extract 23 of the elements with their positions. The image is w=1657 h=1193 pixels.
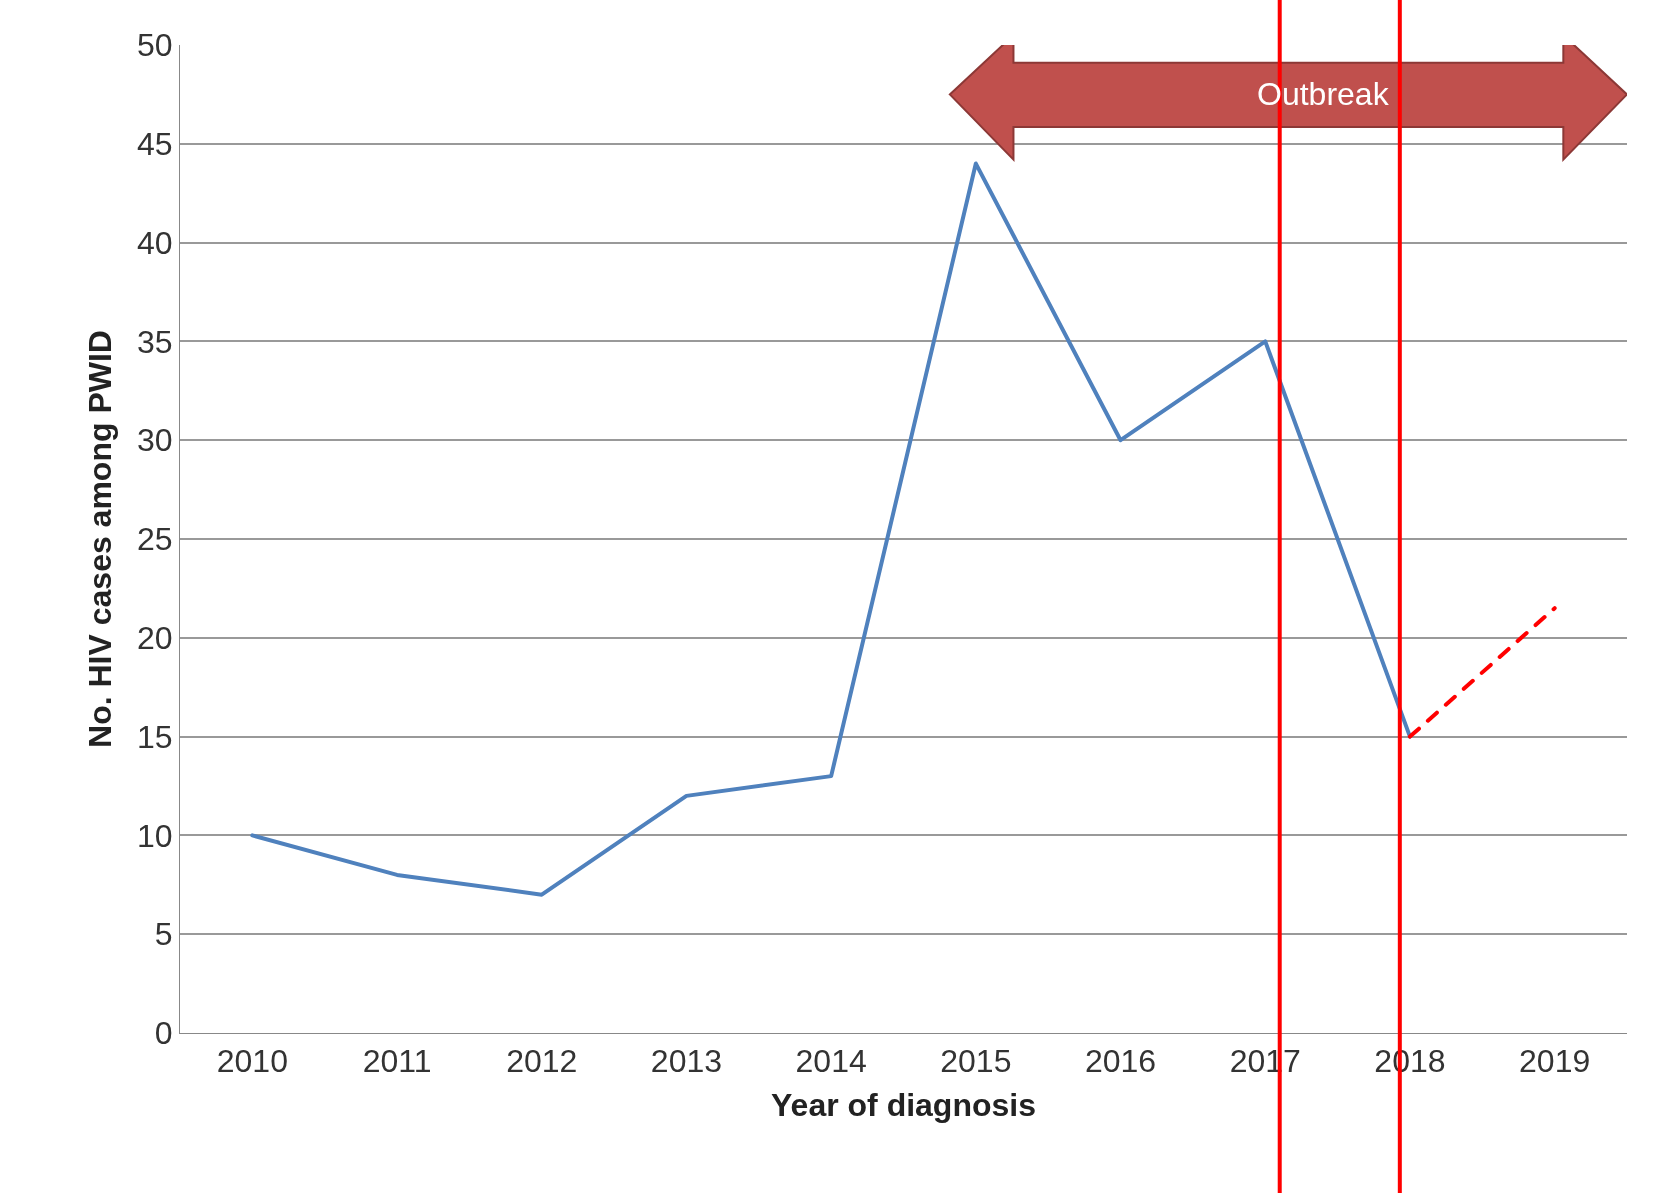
x-tick-label: 2013 xyxy=(650,1043,723,1080)
y-tick-label: 0 xyxy=(154,1015,173,1052)
y-tick-label: 5 xyxy=(154,916,173,953)
x-tick-label: 2012 xyxy=(506,1043,578,1080)
annotation: Outbreak xyxy=(1257,76,1390,112)
x-tick-label: 2015 xyxy=(940,1043,1012,1080)
x-tick-label: 2016 xyxy=(1084,1043,1157,1080)
y-tick-label: 45 xyxy=(137,126,173,162)
y-tick-label: 15 xyxy=(137,718,173,755)
x-axis-title: Year of diagnosis xyxy=(771,1087,1036,1124)
y-tick-label: 30 xyxy=(137,422,173,459)
line-series xyxy=(250,161,1412,897)
x-tick-label: 2011 xyxy=(362,1043,432,1080)
y-tick-label: 35 xyxy=(137,323,173,360)
y-tick-label: 10 xyxy=(137,817,173,854)
x-tick-label: 2010 xyxy=(216,1043,288,1080)
y-axis-title: No. HIV cases among PWID xyxy=(82,330,119,748)
y-tick-label: 20 xyxy=(137,620,173,656)
y-tick-label: 25 xyxy=(137,521,173,558)
y-tick-label: 50 xyxy=(137,27,173,64)
y-tick-label: 40 xyxy=(137,224,173,261)
x-tick-label: 2014 xyxy=(795,1043,867,1080)
x-tick-label: 2019 xyxy=(1519,1043,1591,1080)
